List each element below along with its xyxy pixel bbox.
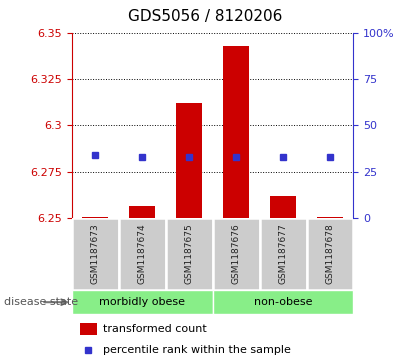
Text: non-obese: non-obese <box>254 297 312 307</box>
Text: GSM1187676: GSM1187676 <box>232 224 241 285</box>
Text: GDS5056 / 8120206: GDS5056 / 8120206 <box>128 9 283 24</box>
Bar <box>83 217 108 218</box>
Text: disease state: disease state <box>4 297 78 307</box>
FancyBboxPatch shape <box>307 218 353 290</box>
Text: GSM1187677: GSM1187677 <box>279 224 288 285</box>
Bar <box>317 217 343 218</box>
FancyBboxPatch shape <box>72 290 213 314</box>
Text: GSM1187678: GSM1187678 <box>326 224 335 285</box>
FancyBboxPatch shape <box>166 218 213 290</box>
FancyBboxPatch shape <box>260 218 307 290</box>
FancyBboxPatch shape <box>119 218 166 290</box>
FancyBboxPatch shape <box>72 218 119 290</box>
Bar <box>176 103 202 218</box>
Text: percentile rank within the sample: percentile rank within the sample <box>103 345 291 355</box>
FancyBboxPatch shape <box>213 218 260 290</box>
Text: morbidly obese: morbidly obese <box>99 297 185 307</box>
Bar <box>129 206 155 218</box>
Bar <box>270 196 296 218</box>
Text: GSM1187674: GSM1187674 <box>138 224 147 285</box>
Text: GSM1187675: GSM1187675 <box>185 224 194 285</box>
Bar <box>223 46 249 218</box>
FancyBboxPatch shape <box>213 290 353 314</box>
Text: transformed count: transformed count <box>103 324 207 334</box>
Text: GSM1187673: GSM1187673 <box>91 224 100 285</box>
Bar <box>80 323 97 335</box>
